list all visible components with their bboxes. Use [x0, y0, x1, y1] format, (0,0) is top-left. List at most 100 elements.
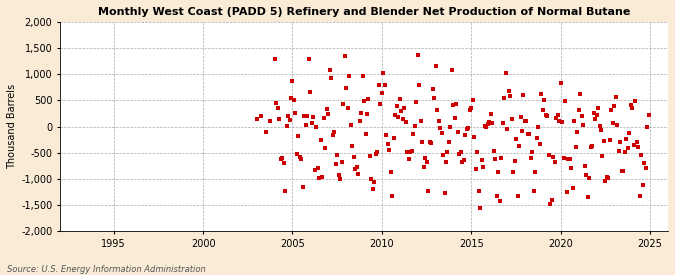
Point: [278, 161, 289, 166]
Point: [579, 164, 590, 169]
Point: [309, 168, 320, 172]
Point: [350, 167, 360, 171]
Point: [537, 108, 548, 113]
Point: [283, 114, 294, 118]
Point: [313, 165, 323, 170]
Point: [502, 126, 512, 131]
Point: [558, 156, 569, 161]
Point: [294, 155, 305, 159]
Point: [578, 123, 589, 127]
Point: [574, 92, 585, 96]
Point: [363, 97, 374, 101]
Point: [641, 166, 651, 170]
Point: [321, 106, 332, 111]
Point: [383, 141, 394, 146]
Point: [514, 144, 524, 149]
Point: [595, 128, 606, 132]
Point: [584, 175, 595, 180]
Point: [587, 143, 597, 148]
Point: [606, 108, 617, 112]
Point: [495, 156, 506, 160]
Point: [531, 136, 542, 141]
Point: [300, 122, 311, 127]
Point: [344, 74, 354, 79]
Point: [330, 162, 341, 166]
Point: [481, 125, 491, 129]
Point: [500, 71, 511, 75]
Point: [479, 124, 490, 128]
Point: [542, 114, 553, 118]
Point: [642, 125, 653, 129]
Point: [497, 121, 508, 126]
Point: [366, 176, 377, 181]
Point: [447, 68, 458, 72]
Point: [541, 112, 551, 117]
Point: [535, 141, 545, 146]
Point: [415, 119, 426, 123]
Point: [430, 63, 441, 68]
Point: [287, 79, 298, 84]
Point: [326, 76, 337, 81]
Point: [521, 119, 532, 123]
Point: [456, 150, 466, 154]
Point: [462, 127, 472, 131]
Point: [394, 97, 405, 101]
Point: [621, 137, 632, 141]
Point: [614, 149, 624, 153]
Point: [494, 199, 505, 203]
Point: [414, 83, 425, 87]
Point: [445, 125, 456, 130]
Point: [342, 105, 353, 110]
Point: [279, 188, 290, 193]
Point: [615, 140, 626, 144]
Point: [477, 158, 487, 163]
Point: [470, 167, 481, 171]
Point: [435, 126, 446, 130]
Point: [580, 173, 591, 177]
Point: [551, 116, 562, 120]
Point: [299, 113, 310, 118]
Point: [392, 103, 402, 108]
Point: [472, 150, 483, 154]
Point: [569, 119, 580, 123]
Point: [388, 136, 399, 140]
Point: [371, 152, 381, 157]
Point: [275, 157, 286, 162]
Point: [314, 176, 325, 181]
Point: [609, 103, 620, 108]
Point: [431, 108, 442, 112]
Point: [585, 145, 596, 150]
Point: [624, 131, 634, 135]
Point: [639, 161, 649, 165]
Y-axis label: Thousand Barrels: Thousand Barrels: [7, 84, 17, 169]
Point: [323, 112, 333, 117]
Point: [493, 170, 504, 175]
Point: [454, 152, 465, 156]
Point: [406, 148, 417, 153]
Point: [409, 124, 420, 128]
Point: [420, 156, 431, 160]
Text: Source: U.S. Energy Information Administration: Source: U.S. Energy Information Administ…: [7, 265, 205, 274]
Point: [469, 134, 480, 139]
Point: [620, 150, 630, 154]
Point: [405, 149, 416, 154]
Point: [354, 119, 365, 123]
Point: [601, 174, 612, 179]
Point: [269, 57, 280, 61]
Point: [364, 154, 375, 158]
Point: [251, 117, 262, 121]
Point: [508, 170, 518, 174]
Point: [488, 149, 499, 153]
Point: [591, 113, 602, 117]
Point: [433, 119, 444, 123]
Point: [284, 118, 295, 122]
Point: [335, 177, 346, 181]
Point: [273, 117, 284, 121]
Point: [643, 113, 654, 117]
Point: [390, 113, 401, 117]
Point: [637, 183, 648, 187]
Point: [385, 169, 396, 174]
Point: [467, 97, 478, 102]
Point: [289, 98, 300, 103]
Point: [450, 116, 460, 120]
